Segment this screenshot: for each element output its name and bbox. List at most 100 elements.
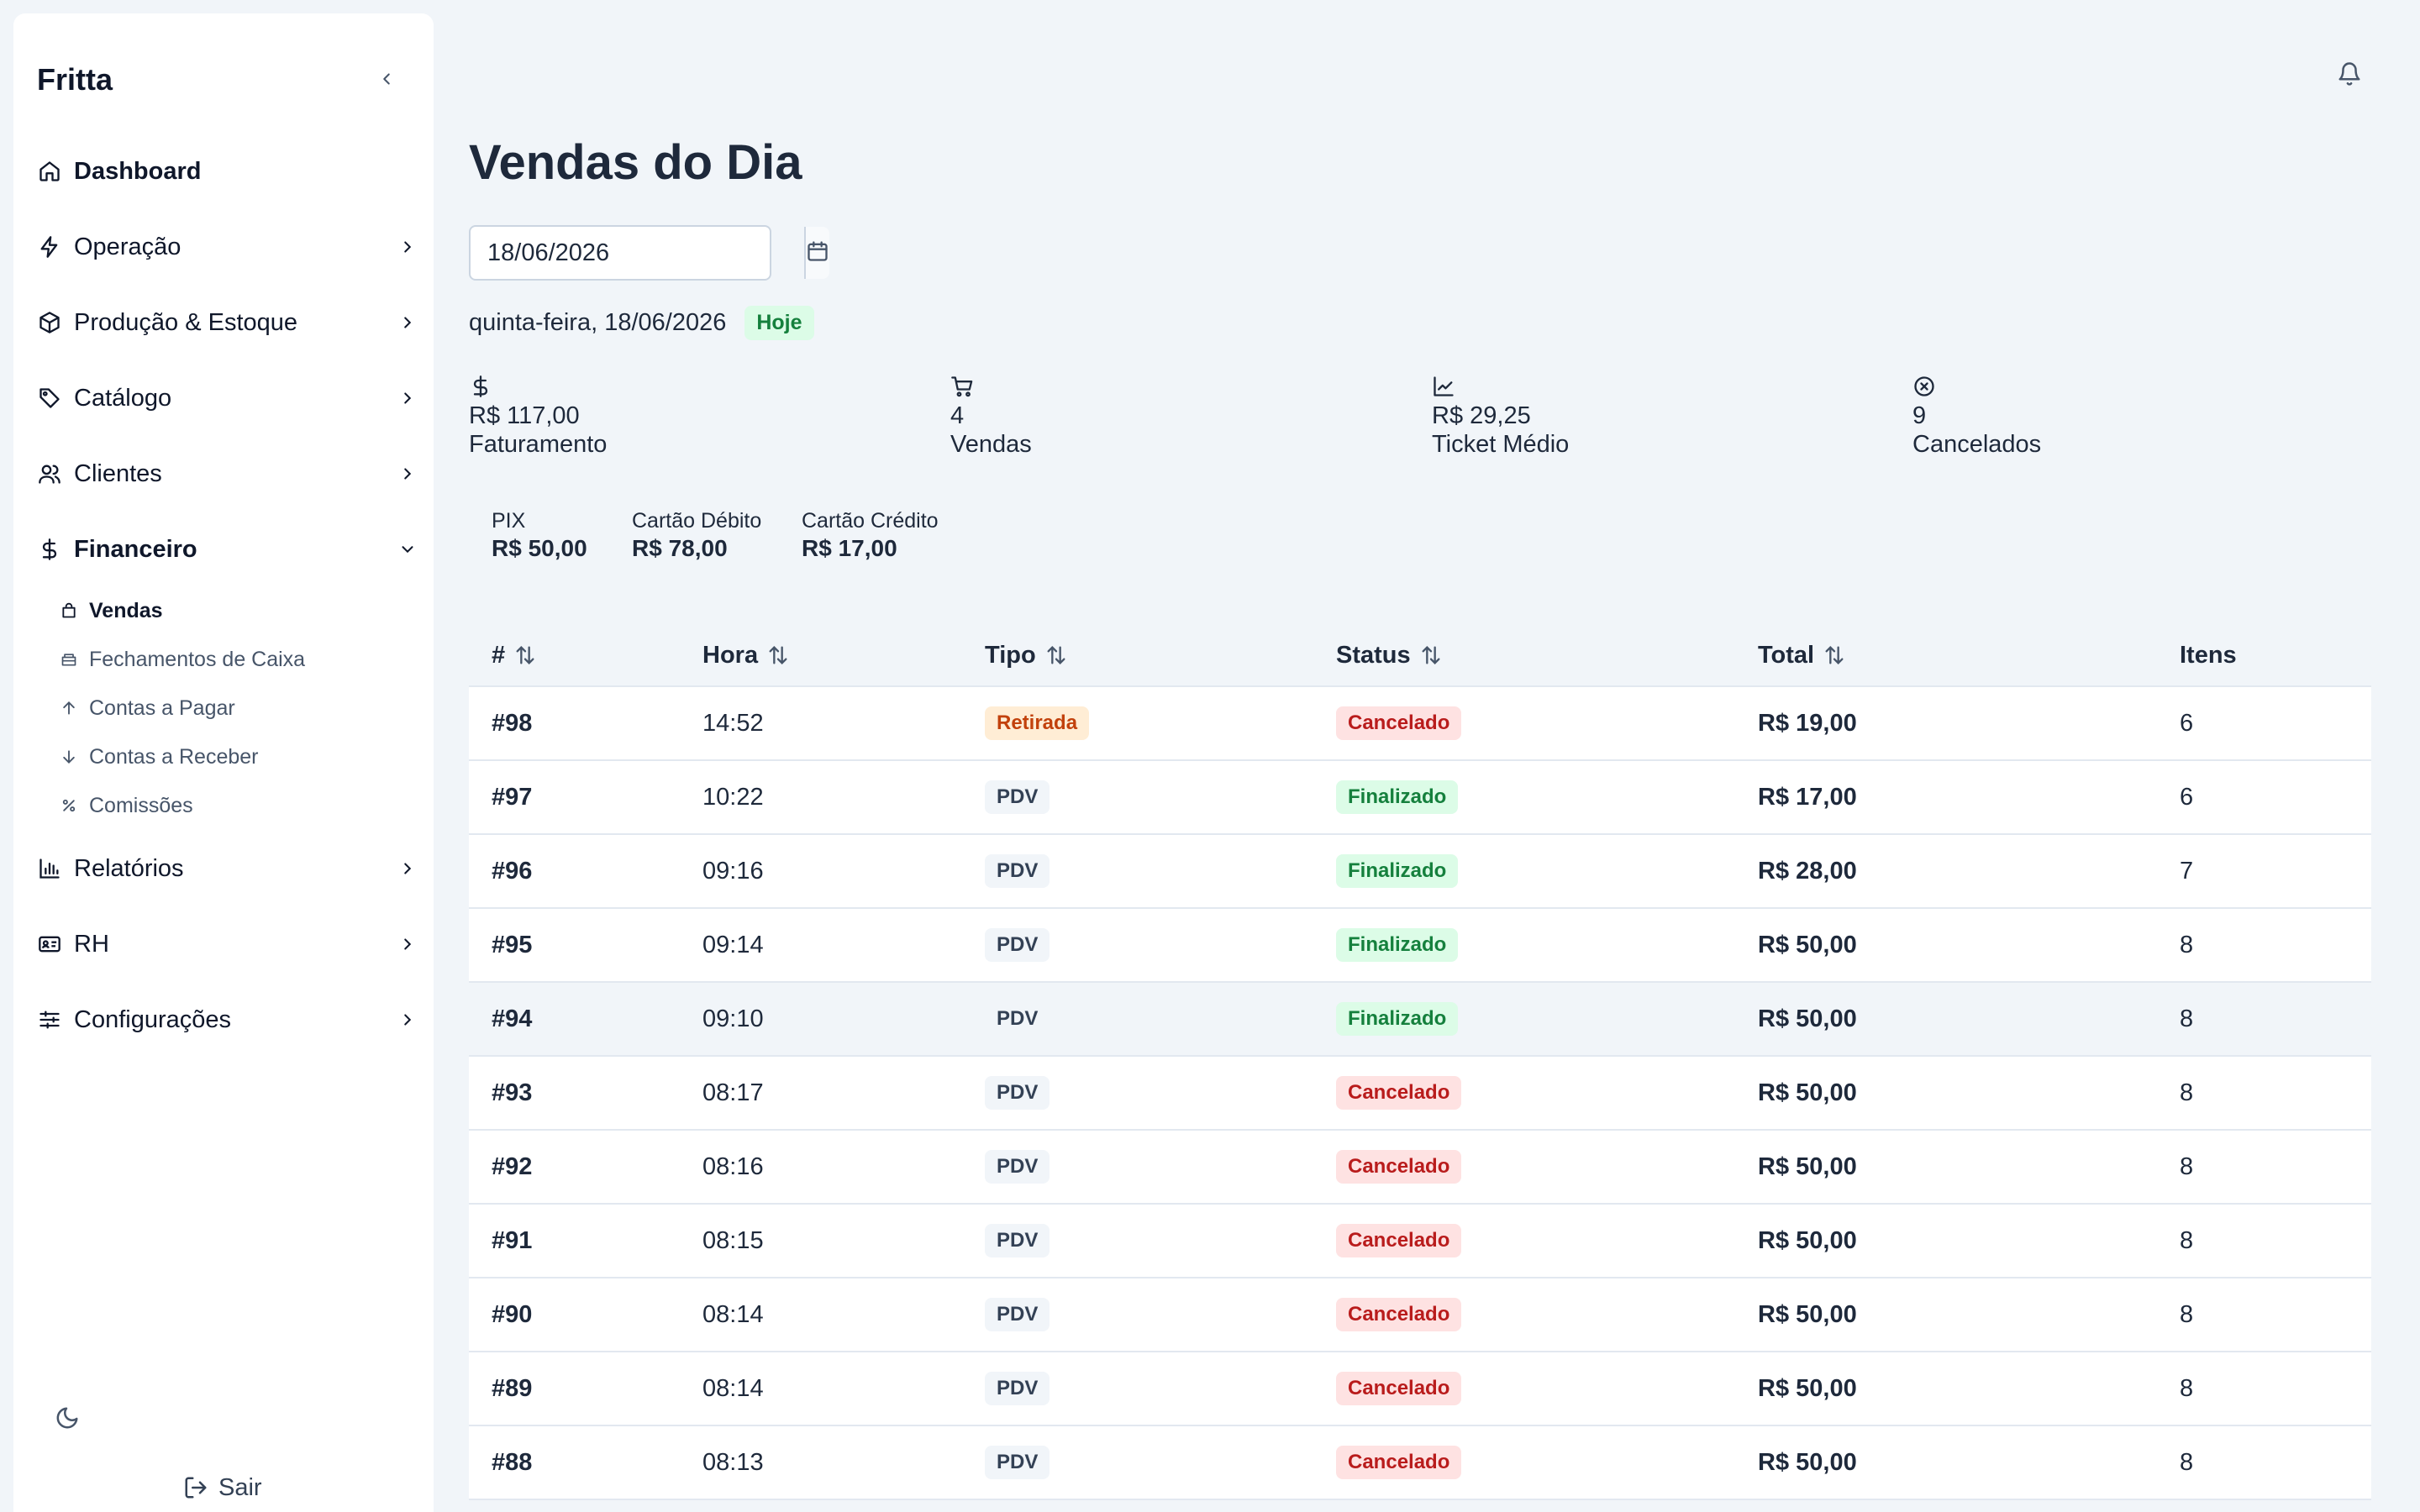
cell-status: Finalizado (1336, 983, 1459, 1055)
nav-clientes[interactable]: Clientes (37, 449, 424, 499)
table-row[interactable]: #94 09:10 PDV Finalizado R$ 50,00 8 (469, 983, 2371, 1057)
brand-logo: Fritta (37, 62, 113, 97)
nav-financeiro[interactable]: Financeiro (37, 524, 424, 575)
tag-icon (37, 386, 62, 411)
table-header: # Hora Tipo Status Total Itens (469, 625, 2371, 687)
status-badge: Cancelado (1336, 1076, 1462, 1110)
subnav-contas-receber[interactable]: Contas a Receber (59, 736, 412, 778)
cell-total: R$ 50,00 (1758, 1374, 1857, 1402)
table-row[interactable]: #88 08:13 PDV Cancelado R$ 50,00 8 (469, 1426, 2371, 1500)
stat-label: Faturamento (469, 431, 608, 458)
tipo-badge: Retirada (985, 706, 1090, 740)
column-header-total[interactable]: Total (1758, 625, 1848, 685)
payment-cartao-debito: Cartão Débito R$ 78,00 (632, 507, 761, 563)
notifications-button[interactable] (2331, 57, 2368, 94)
cell-hora: 14:52 (702, 709, 764, 737)
cell-total: R$ 50,00 (1758, 1300, 1857, 1328)
column-header-tipo[interactable]: Tipo (985, 625, 1070, 685)
nav-label: Clientes (74, 459, 162, 487)
table-row[interactable]: #95 09:14 PDV Finalizado R$ 50,00 8 (469, 909, 2371, 983)
subnav-comissoes[interactable]: Comissões (59, 785, 412, 827)
bag-icon (59, 601, 79, 621)
column-header-status[interactable]: Status (1336, 625, 1444, 685)
bar-chart-icon (37, 856, 62, 881)
nav-producao-estoque[interactable]: Produção & Estoque (37, 297, 424, 348)
users-icon (37, 461, 62, 486)
today-badge: Hoje (744, 305, 814, 340)
subnav-label: Fechamentos de Caixa (89, 647, 306, 671)
cell-total: R$ 50,00 (1758, 1448, 1857, 1476)
status-badge: Finalizado (1336, 854, 1459, 888)
chevron-right-icon (395, 1007, 420, 1032)
date-input[interactable] (471, 227, 804, 279)
sliders-icon (37, 1007, 62, 1032)
subnav-vendas[interactable]: Vendas (59, 590, 412, 632)
cell-total: R$ 17,00 (1758, 783, 1857, 811)
theme-toggle-button[interactable] (47, 1399, 87, 1440)
chevron-right-icon (395, 310, 420, 335)
cell-id: #96 (492, 857, 533, 885)
cell-id: #94 (492, 1005, 533, 1032)
chevron-left-icon (377, 70, 396, 92)
cell-total: R$ 50,00 (1758, 1079, 1857, 1106)
table-row[interactable]: #97 10:22 PDV Finalizado R$ 17,00 6 (469, 761, 2371, 835)
cell-id: #88 (492, 1448, 533, 1476)
stat-value: 9 (1912, 402, 1927, 429)
status-badge: Cancelado (1336, 1224, 1462, 1257)
cell-itens: 8 (2180, 1079, 2194, 1106)
cell-status: Cancelado (1336, 1352, 1462, 1425)
column-header-id[interactable]: # (492, 625, 539, 685)
page-title: Vendas do Dia (469, 135, 802, 190)
status-badge: Cancelado (1336, 1372, 1462, 1405)
table-row[interactable]: #96 09:16 PDV Finalizado R$ 28,00 7 (469, 835, 2371, 909)
subnav-contas-pagar[interactable]: Contas a Pagar (59, 687, 412, 729)
tipo-badge: PDV (985, 854, 1050, 888)
date-full-text: quinta-feira, 18/06/2026 (469, 308, 727, 336)
stat-value: R$ 117,00 (469, 402, 580, 429)
nav-relatorios[interactable]: Relatórios (37, 843, 424, 894)
nav-configuracoes[interactable]: Configurações (37, 995, 424, 1045)
nav-label: Produção & Estoque (74, 308, 298, 336)
nav-label: Dashboard (74, 157, 202, 185)
logout-button[interactable]: Sair (182, 1467, 262, 1509)
cell-id: #90 (492, 1300, 533, 1328)
cell-tipo: PDV (985, 1057, 1050, 1129)
payment-value: R$ 50,00 (492, 535, 587, 561)
chevron-down-icon (395, 537, 420, 562)
payment-label: Cartão Débito (632, 509, 762, 533)
sidebar: Fritta Dashboard Operação Produção & Est… (13, 13, 434, 1512)
cell-tipo: PDV (985, 1278, 1050, 1351)
nav-catalogo[interactable]: Catálogo (37, 373, 424, 423)
table-row[interactable]: #91 08:15 PDV Cancelado R$ 50,00 8 (469, 1205, 2371, 1278)
cell-id: #95 (492, 931, 533, 958)
cell-itens: 8 (2180, 1448, 2194, 1476)
subnav-label: Contas a Receber (89, 744, 259, 769)
subnav-label: Vendas (89, 598, 163, 622)
cell-itens: 8 (2180, 931, 2194, 958)
calendar-button[interactable] (804, 227, 829, 279)
nav-operacao[interactable]: Operação (37, 222, 424, 272)
cell-tipo: PDV (985, 1131, 1050, 1203)
stat-vendas: 4 Vendas (950, 373, 1387, 459)
cell-hora: 09:14 (702, 931, 764, 958)
nav-dashboard[interactable]: Dashboard (37, 146, 424, 197)
subnav-fechamentos-caixa[interactable]: Fechamentos de Caixa (59, 638, 412, 680)
table-row[interactable]: #90 08:14 PDV Cancelado R$ 50,00 8 (469, 1278, 2371, 1352)
table-row[interactable]: #92 08:16 PDV Cancelado R$ 50,00 8 (469, 1131, 2371, 1205)
cell-total: R$ 50,00 (1758, 1152, 1857, 1180)
stat-label: Cancelados (1912, 431, 2042, 458)
nav-label: RH (74, 930, 109, 958)
chevron-right-icon (395, 856, 420, 881)
table-row[interactable]: #89 08:14 PDV Cancelado R$ 50,00 8 (469, 1352, 2371, 1426)
table-row[interactable]: #93 08:17 PDV Cancelado R$ 50,00 8 (469, 1057, 2371, 1131)
nav-rh[interactable]: RH (37, 919, 424, 969)
collapse-sidebar-button[interactable] (366, 62, 407, 99)
cell-tipo: PDV (985, 1426, 1050, 1499)
chevron-right-icon (395, 932, 420, 957)
column-header-hora[interactable]: Hora (702, 625, 792, 685)
sort-icon (1044, 643, 1070, 668)
register-icon (59, 649, 79, 669)
cell-total: R$ 50,00 (1758, 931, 1857, 958)
cell-hora: 08:15 (702, 1226, 764, 1254)
table-row[interactable]: #98 14:52 Retirada Cancelado R$ 19,00 6 (469, 687, 2371, 761)
